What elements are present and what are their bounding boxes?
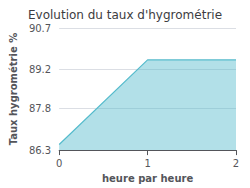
svg-text:0: 0: [56, 158, 62, 169]
svg-text:Taux hygrométrie %: Taux hygrométrie %: [8, 33, 19, 146]
svg-text:1: 1: [144, 158, 150, 169]
svg-text:87.8: 87.8: [29, 103, 51, 114]
svg-text:heure par heure: heure par heure: [102, 173, 193, 184]
svg-text:86.3: 86.3: [29, 145, 51, 156]
svg-text:Evolution du taux d'hygrométri: Evolution du taux d'hygrométrie: [28, 8, 222, 22]
svg-text:90.7: 90.7: [29, 23, 51, 34]
svg-text:2: 2: [233, 158, 239, 169]
svg-text:89.2: 89.2: [29, 64, 51, 75]
